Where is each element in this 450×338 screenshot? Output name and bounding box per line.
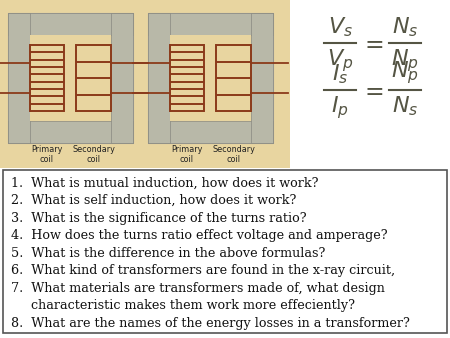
Bar [148,13,273,35]
Bar [8,13,133,143]
Text: $N_p$: $N_p$ [391,47,419,74]
Bar [170,35,251,121]
Text: Secondary
coil: Secondary coil [212,145,255,164]
Bar [251,13,273,143]
Text: 5.  What is the difference in the above formulas?: 5. What is the difference in the above f… [11,247,325,260]
Text: characteristic makes them work more effeciently?: characteristic makes them work more effe… [11,299,355,312]
Text: 4.  How does the turns ratio effect voltage and amperage?: 4. How does the turns ratio effect volta… [11,229,387,242]
Text: 6.  What kind of transformers are found in the x-ray circuit,: 6. What kind of transformers are found i… [11,264,395,277]
Text: $V_s$: $V_s$ [328,16,352,39]
Bar [148,13,170,143]
Text: Primary
coil: Primary coil [32,145,63,164]
Text: Secondary
coil: Secondary coil [72,145,115,164]
Bar [8,121,133,143]
Bar [148,13,273,143]
Text: 8.  What are the names of the energy losses in a transformer?: 8. What are the names of the energy loss… [11,317,410,330]
Text: 2.  What is self induction, how does it work?: 2. What is self induction, how does it w… [11,194,297,207]
Bar [8,13,30,143]
Bar [148,121,273,143]
Bar [30,35,111,121]
Text: $N_s$: $N_s$ [392,16,418,39]
Text: $I_s$: $I_s$ [332,63,348,86]
Bar [8,13,133,35]
Text: $V_p$: $V_p$ [327,47,353,74]
Text: 1.  What is mutual induction, how does it work?: 1. What is mutual induction, how does it… [11,177,319,190]
Text: 3.  What is the significance of the turns ratio?: 3. What is the significance of the turns… [11,212,306,225]
Bar [3,170,447,333]
Text: $=$: $=$ [360,31,384,55]
Bar [290,0,450,168]
Text: $N_p$: $N_p$ [391,59,419,86]
Bar [0,0,450,168]
Text: $I_p$: $I_p$ [331,94,349,121]
Bar [111,13,133,143]
Text: $N_s$: $N_s$ [392,94,418,118]
Text: $=$: $=$ [360,78,384,102]
Text: 7.  What materials are transformers made of, what design: 7. What materials are transformers made … [11,282,385,295]
Text: Primary
coil: Primary coil [171,145,202,164]
